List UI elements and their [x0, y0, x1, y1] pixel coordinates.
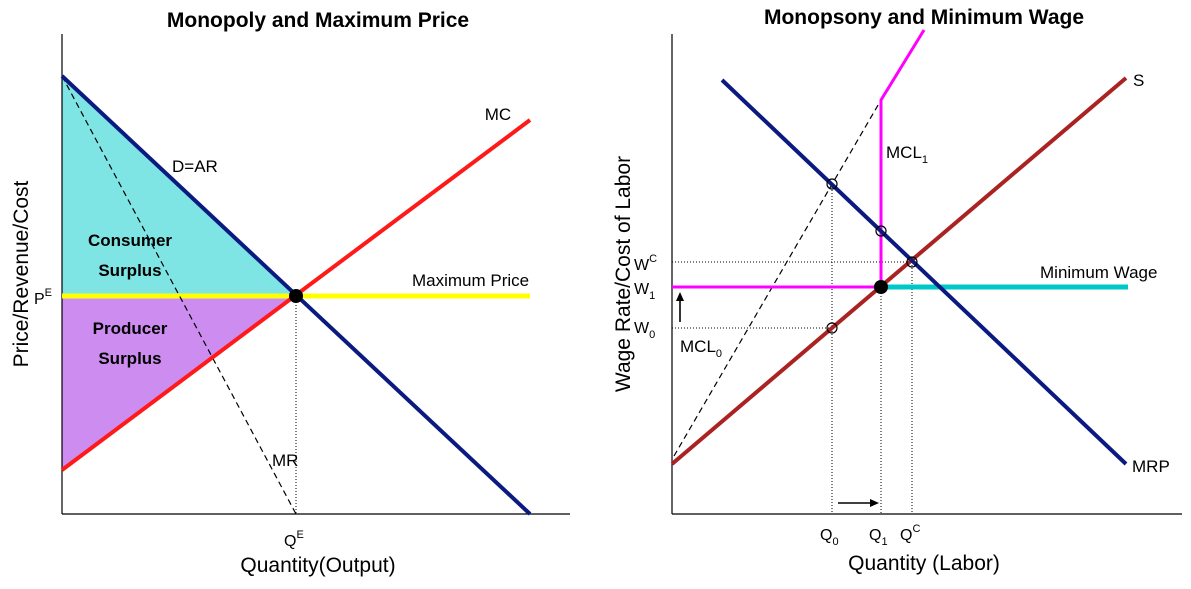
open-point-q1-mrp [875, 225, 887, 237]
mrp-label: MRP [1132, 457, 1170, 476]
qc-tick-label: QC [900, 523, 920, 544]
qe-tick-label: QE [284, 529, 304, 550]
q0-tick-label: Q0 [820, 527, 839, 548]
right-y-axis-label: Wage Rate/Cost of Labor [612, 156, 635, 392]
mcl1-curve [672, 29, 926, 289]
maximum-price-label: Maximum Price [412, 271, 529, 290]
consumer-surplus-label-2: Surplus [98, 261, 161, 280]
demand-label: D=AR [172, 157, 218, 176]
q1-tick-label: Q1 [869, 527, 888, 548]
supply-label: S [1133, 71, 1144, 90]
right-equilibrium-point [874, 280, 888, 294]
w1-tick-label: W1 [634, 281, 655, 302]
open-point-q0-supply [826, 322, 838, 334]
left-panel: Monopoly and Maximum Price MC D=AR MR Ma… [10, 9, 570, 577]
minimum-wage-label: Minimum Wage [1040, 263, 1157, 282]
left-equilibrium-point [289, 289, 303, 303]
pe-tick-label: PE [34, 287, 52, 308]
wage-up-arrow [676, 292, 684, 322]
producer-surplus-label-1: Producer [93, 319, 168, 338]
mcl0-curve [673, 99, 882, 457]
mcl0-label: MCL0 [680, 337, 722, 360]
quantity-right-arrow [838, 499, 879, 507]
consumer-surplus-label-1: Consumer [88, 231, 172, 250]
right-title: Monopsony and Minimum Wage [764, 6, 1084, 29]
mcl1-label: MCL1 [886, 143, 928, 166]
open-point-competitive [906, 256, 918, 268]
mr-curve [61, 75, 297, 515]
w0-tick-label: W0 [634, 320, 655, 341]
left-title: Monopoly and Maximum Price [167, 9, 469, 32]
mr-label: MR [272, 451, 298, 470]
left-x-axis-label: Quantity(Output) [240, 554, 395, 577]
right-panel: Monopsony and Minimum Wage [612, 6, 1182, 575]
mc-label: MC [485, 105, 511, 124]
supply-curve [670, 76, 1128, 466]
right-x-axis-label: Quantity (Labor) [848, 552, 1000, 575]
open-point-q0-mrp [826, 178, 838, 190]
producer-surplus-label-2: Surplus [98, 349, 161, 368]
left-y-axis-label: Price/Revenue/Cost [10, 180, 33, 367]
wc-tick-label: WC [634, 253, 657, 274]
mrp-curve [720, 78, 1128, 466]
